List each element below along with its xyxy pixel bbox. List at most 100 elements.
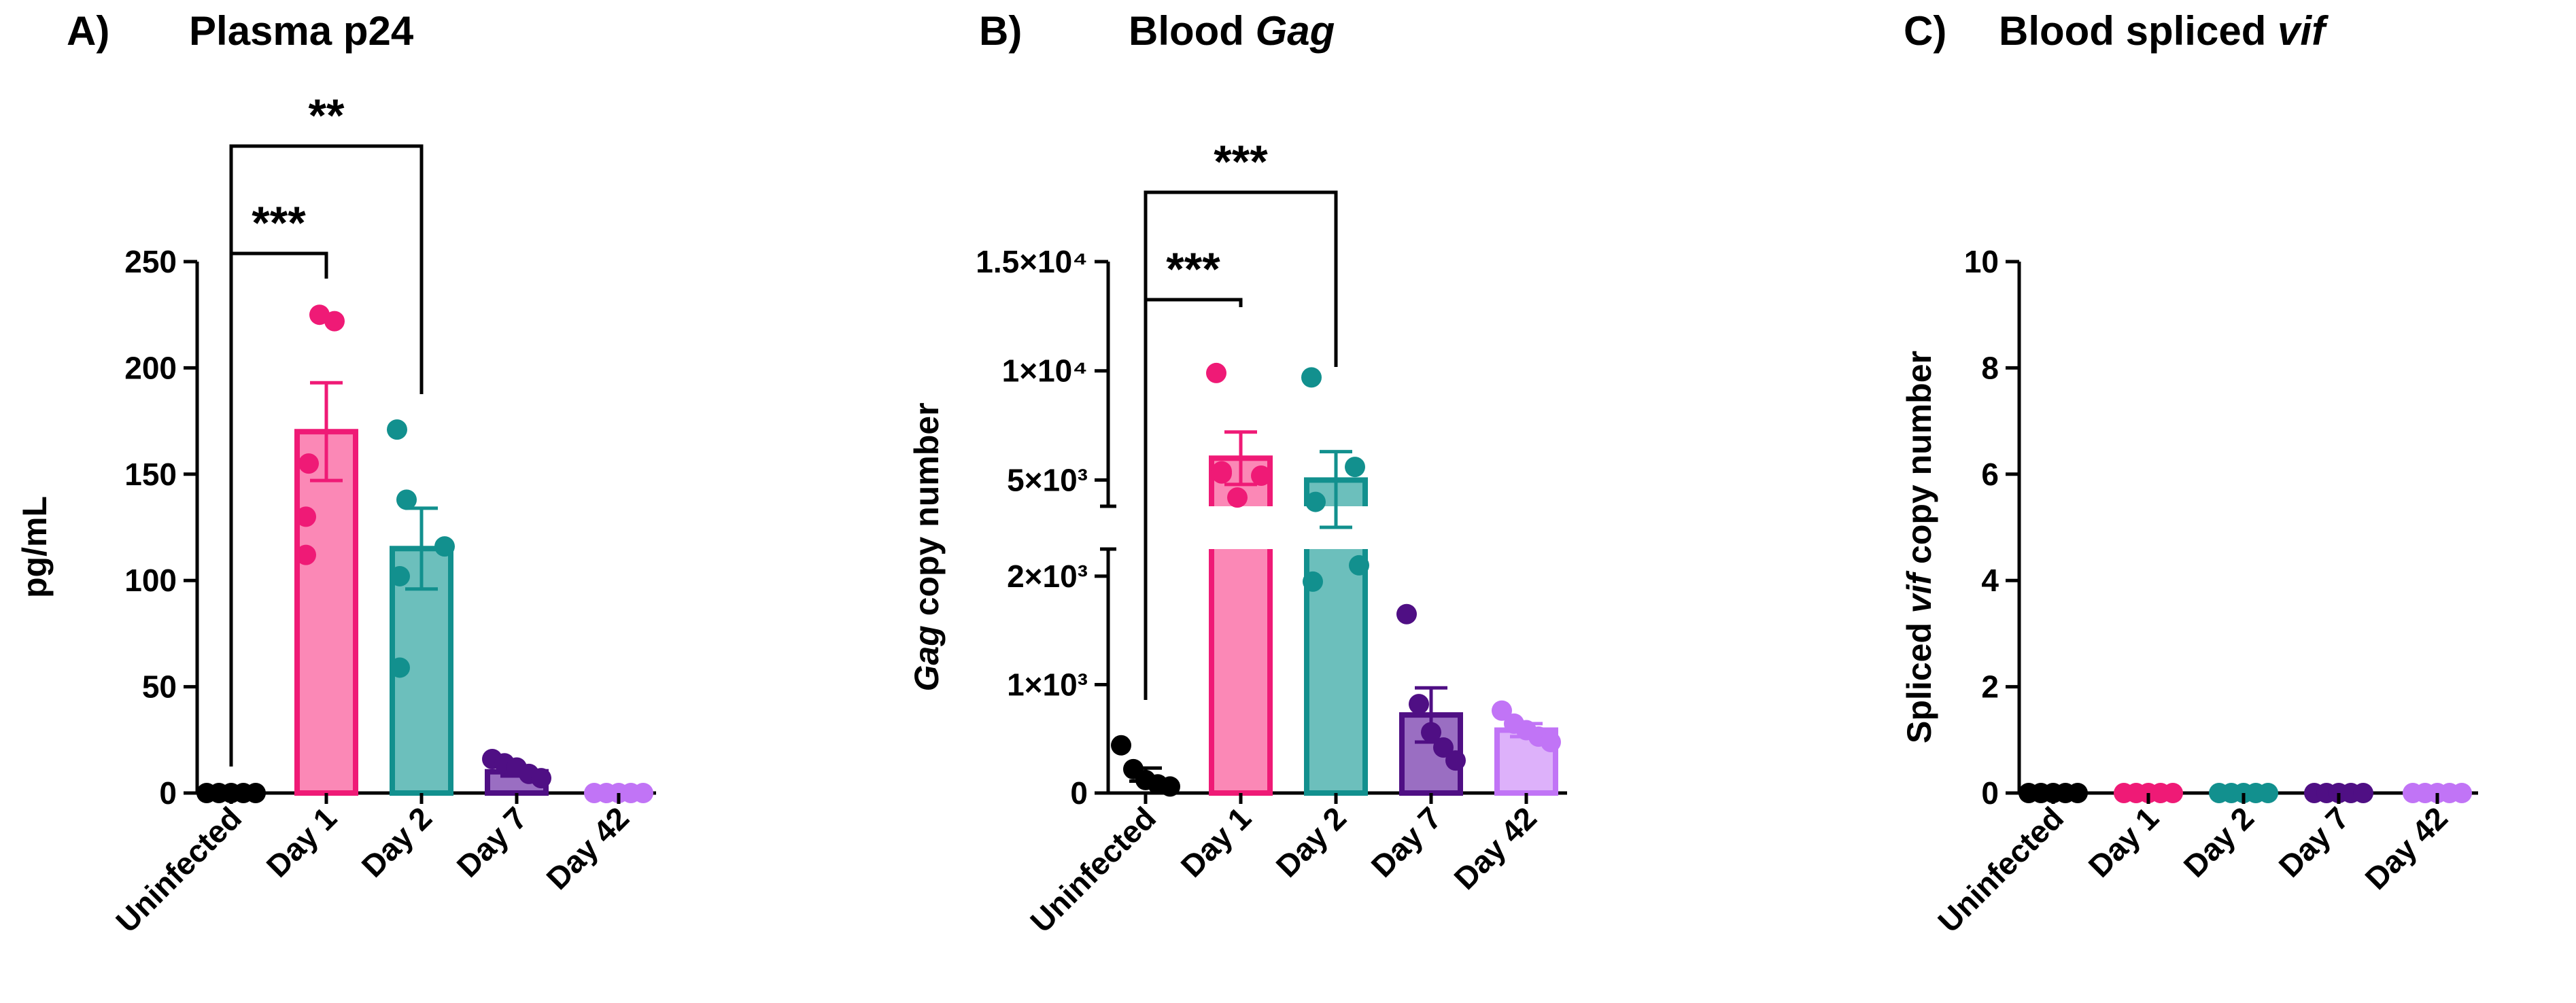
panel-a-ylabel: pg/mL bbox=[16, 496, 54, 598]
data-point bbox=[1421, 722, 1441, 743]
data-point bbox=[387, 419, 407, 440]
data-point bbox=[1345, 457, 1365, 478]
panel-b-significance: *** *** bbox=[1144, 136, 1338, 700]
bar-break-gap bbox=[1207, 506, 1274, 549]
data-point bbox=[1301, 367, 1322, 388]
x-tick-label: Day 2 bbox=[355, 800, 439, 884]
panel-c-x-labels: Uninfected Day 1 Day 2 Day 7 Day 42 bbox=[1931, 793, 2454, 939]
data-point bbox=[2452, 783, 2472, 803]
panel-b-ylabel-italic: Gag bbox=[908, 625, 946, 691]
data-point bbox=[1303, 571, 1323, 592]
data-point bbox=[2258, 783, 2278, 803]
x-tick-label: Day 7 bbox=[2272, 800, 2356, 884]
y-tick-label: 1×10³ bbox=[1007, 667, 1088, 702]
data-point bbox=[1349, 555, 1369, 576]
data-point bbox=[296, 544, 316, 565]
data-point bbox=[2353, 783, 2373, 803]
bar-day-1 bbox=[294, 429, 358, 796]
x-tick-label: Day 7 bbox=[450, 800, 534, 884]
y-tick-label: 10 bbox=[1964, 244, 1999, 279]
data-point bbox=[1111, 735, 1131, 756]
y-tick-label: 0 bbox=[1981, 775, 1999, 811]
y-tick-label: 6 bbox=[1981, 457, 1999, 492]
x-tick-label: Uninfected bbox=[1023, 800, 1163, 939]
panel-c-ylabel-text: copy number bbox=[1900, 351, 1938, 574]
panel-b-ylabel: Gag copy number bbox=[908, 402, 946, 691]
x-tick-label: Day 42 bbox=[1447, 800, 1543, 896]
data-point bbox=[1492, 700, 1512, 721]
panel-b: B) Blood Gag Gag copy number 0 1×10³ 2×10³… bbox=[908, 8, 1567, 939]
y-tick-label: 5×10³ bbox=[1007, 462, 1088, 497]
x-tick-label: Day 2 bbox=[1269, 800, 1354, 884]
significance-bracket bbox=[1144, 298, 1243, 700]
x-tick-label: Day 42 bbox=[2358, 800, 2454, 896]
panel-c-y-ticks: 0 2 4 6 8 10 bbox=[1964, 244, 2019, 811]
y-tick-label: 4 bbox=[1981, 563, 1999, 598]
y-tick-label: 2 bbox=[1981, 669, 1999, 705]
data-point bbox=[396, 489, 417, 510]
panel-c-ylabel-pre: Spliced bbox=[1900, 613, 1938, 743]
y-tick-label: 1×10⁴ bbox=[1002, 353, 1088, 389]
data-point bbox=[2163, 783, 2183, 803]
significance-label: *** bbox=[252, 197, 306, 249]
panel-c: C) Blood spliced vif Spliced vif copy nu… bbox=[1900, 8, 2478, 939]
data-point bbox=[1396, 603, 1417, 624]
y-tick-label: 250 bbox=[124, 244, 177, 279]
data-point bbox=[1541, 732, 1561, 753]
data-point bbox=[2067, 783, 2088, 803]
data-point bbox=[1206, 362, 1226, 383]
panel-c-letter: C) bbox=[1904, 8, 1946, 54]
panel-c-title: Blood spliced vif bbox=[1999, 8, 2329, 54]
panel-c-ylabel-italic: vif bbox=[1900, 571, 1938, 614]
panel-a-bars bbox=[196, 304, 653, 803]
y-tick-label: 8 bbox=[1981, 350, 1999, 385]
data-point bbox=[296, 506, 316, 527]
data-point bbox=[1433, 737, 1454, 758]
x-tick-label: Day 1 bbox=[260, 800, 344, 884]
significance-bracket bbox=[229, 144, 424, 394]
panel-a-title: Plasma p24 bbox=[189, 8, 414, 54]
panel-b-letter: B) bbox=[979, 8, 1022, 54]
significance-bracket bbox=[229, 251, 328, 767]
data-point bbox=[1445, 750, 1466, 771]
panel-a-letter: A) bbox=[67, 8, 109, 54]
panel-b-ylabel-text: copy number bbox=[908, 402, 946, 625]
y-tick-label: 2×10³ bbox=[1007, 559, 1088, 594]
y-tick-label: 150 bbox=[124, 457, 177, 492]
panel-b-title-italic: Gag bbox=[1256, 8, 1335, 54]
significance-label: *** bbox=[1214, 136, 1268, 188]
x-tick-label: Uninfected bbox=[109, 800, 248, 939]
y-tick-label: 1.5×10⁴ bbox=[976, 244, 1088, 279]
significance-label: ** bbox=[309, 90, 345, 141]
data-point bbox=[1227, 487, 1248, 508]
panel-b-title-text: Blood bbox=[1129, 8, 1256, 54]
panel-b-bars bbox=[1111, 362, 1561, 797]
data-point bbox=[1409, 694, 1429, 715]
significance-label: *** bbox=[1166, 243, 1220, 295]
data-point bbox=[390, 565, 410, 586]
data-point bbox=[1251, 465, 1271, 486]
y-tick-label: 100 bbox=[124, 563, 177, 598]
x-tick-label: Day 2 bbox=[2177, 800, 2261, 884]
data-point bbox=[1212, 463, 1232, 484]
panel-a-y-ticks: 0 50 100 150 200 250 bbox=[124, 244, 197, 811]
panel-a-x-labels: Uninfected Day 1 Day 2 Day 7 Day 42 bbox=[109, 793, 636, 939]
data-point bbox=[390, 657, 410, 678]
y-tick-label: 0 bbox=[1070, 775, 1088, 811]
data-point bbox=[298, 453, 319, 474]
panel-c-title-text: Blood spliced bbox=[1999, 8, 2278, 54]
data-point bbox=[531, 768, 551, 789]
data-point bbox=[434, 536, 455, 557]
panel-a-significance: ***** bbox=[229, 90, 424, 767]
panel-c-ylabel: Spliced vif copy number bbox=[1900, 351, 1938, 743]
data-point bbox=[324, 311, 345, 332]
x-tick-label: Uninfected bbox=[1931, 800, 2070, 939]
y-tick-label: 200 bbox=[124, 350, 177, 385]
data-point bbox=[1160, 776, 1180, 797]
panel-c-title-italic: vif bbox=[2278, 8, 2329, 54]
y-tick-label: 50 bbox=[142, 669, 177, 705]
y-tick-label: 0 bbox=[159, 775, 177, 811]
data-point bbox=[1305, 491, 1326, 512]
